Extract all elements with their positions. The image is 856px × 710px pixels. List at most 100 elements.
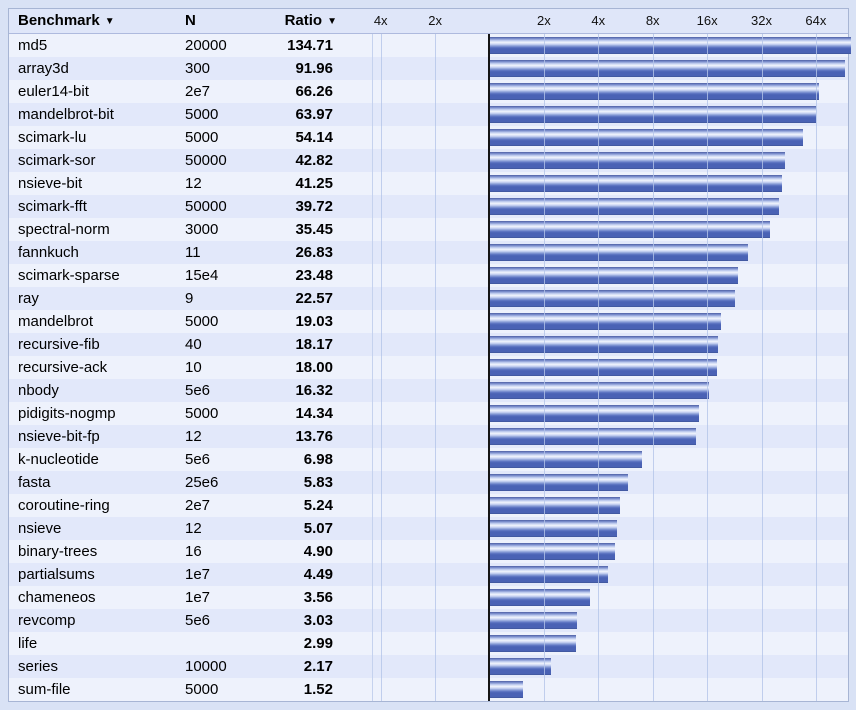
benchmark-name: nsieve-bit-fp (18, 428, 100, 445)
ratio-value: 4.90 (303, 543, 333, 560)
ratio-bar (490, 359, 717, 376)
table-row: nsieve-bit 12 41.25 (9, 172, 848, 195)
table-header: Benchmark ▼ N Ratio ▼ 4x 2x 2x 4x 8x 16x 32x 64x (9, 9, 848, 34)
ratio-value: 16.32 (295, 382, 333, 399)
table-row: scimark-sor 50000 42.82 (9, 149, 848, 172)
table-row: euler14-bit 2e7 66.26 (9, 80, 848, 103)
ratio-value: 134.71 (287, 37, 333, 54)
ratio-value: 26.83 (295, 244, 333, 261)
ratio-value: 63.97 (295, 106, 333, 123)
benchmark-name: spectral-norm (18, 221, 110, 238)
n-value: 5000 (185, 106, 219, 123)
benchmark-table: Benchmark ▼ N Ratio ▼ 4x 2x 2x 4x 8x 16x 32x 64x … (8, 8, 851, 702)
benchmark-name: array3d (18, 60, 69, 77)
benchmark-name: partialsums (18, 566, 95, 583)
benchmark-name: scimark-sor (18, 152, 96, 169)
ratio-bar (490, 175, 782, 192)
n-value: 9 (185, 290, 194, 307)
benchmark-name: life (18, 635, 38, 652)
ratio-value: 54.14 (295, 129, 333, 146)
benchmark-name: scimark-fft (18, 198, 87, 215)
column-header-benchmark[interactable]: Benchmark ▼ (18, 9, 115, 33)
ratio-value: 5.07 (303, 520, 333, 537)
ratio-bar (490, 129, 803, 146)
axis-tick-label: 8x (645, 13, 660, 28)
ratio-bar (490, 612, 577, 629)
ratio-bar (490, 451, 642, 468)
table-row: spectral-norm 3000 35.45 (9, 218, 848, 241)
table-row: binary-trees 16 4.90 (9, 540, 848, 563)
ratio-bar (490, 198, 779, 215)
axis-tick-label: 64x (805, 13, 827, 28)
benchmark-name: ray (18, 290, 39, 307)
ratio-value: 66.26 (295, 83, 333, 100)
n-value: 3000 (185, 221, 219, 238)
ratio-bar (490, 405, 699, 422)
n-value: 2e7 (185, 83, 211, 100)
ratio-value: 22.57 (295, 290, 333, 307)
ratio-bar (490, 313, 721, 330)
benchmark-name: revcomp (18, 612, 76, 629)
axis-tick-label: 4x (373, 13, 388, 28)
ratio-value: 6.98 (303, 451, 333, 468)
ratio-bar (490, 37, 851, 54)
ratio-bar (490, 83, 819, 100)
column-header-ratio[interactable]: Ratio ▼ (249, 9, 337, 33)
table-row: series 10000 2.17 (9, 655, 848, 678)
ratio-value: 2.99 (303, 635, 333, 652)
ratio-value: 3.03 (303, 612, 333, 629)
ratio-bar (490, 474, 628, 491)
benchmark-name: fasta (18, 474, 51, 491)
ratio-bar (490, 635, 576, 652)
gridline-4x (598, 27, 600, 701)
table-row: nsieve 12 5.07 (9, 517, 848, 540)
benchmark-name: fannkuch (18, 244, 79, 261)
benchmark-name: coroutine-ring (18, 497, 110, 514)
table-row: partialsums 1e7 4.49 (9, 563, 848, 586)
n-value: 10 (185, 359, 202, 376)
table-row: pidigits-nogmp 5000 14.34 (9, 402, 848, 425)
table-row: recursive-ack 10 18.00 (9, 356, 848, 379)
n-header-label: N (185, 12, 196, 29)
ratio-bar (490, 336, 718, 353)
table-row: nsieve-bit-fp 12 13.76 (9, 425, 848, 448)
column-header-n[interactable]: N (185, 9, 196, 33)
benchmark-name: md5 (18, 37, 48, 54)
table-row: chameneos 1e7 3.56 (9, 586, 848, 609)
ratio-bar (490, 428, 696, 445)
table-row: scimark-fft 50000 39.72 (9, 195, 848, 218)
table-row: coroutine-ring 2e7 5.24 (9, 494, 848, 517)
table-row: md5 20000 134.71 (9, 34, 851, 57)
table-row: mandelbrot-bit 5000 63.97 (9, 103, 848, 126)
benchmark-name: recursive-fib (18, 336, 100, 353)
ratio-bar (490, 60, 845, 77)
table-row: array3d 300 91.96 (9, 57, 848, 80)
n-value: 5000 (185, 681, 219, 698)
benchmark-name: sum-file (18, 681, 71, 698)
ratio-value: 4.49 (303, 566, 333, 583)
table-row: fannkuch 11 26.83 (9, 241, 848, 264)
table-row: scimark-lu 5000 54.14 (9, 126, 848, 149)
benchmark-name: mandelbrot (18, 313, 94, 330)
ratio-value: 1.52 (303, 681, 333, 698)
sort-desc-icon: ▼ (327, 16, 337, 27)
benchmark-name: nsieve (18, 520, 62, 537)
n-value: 10000 (185, 658, 227, 675)
table-row: ray 9 22.57 (9, 287, 848, 310)
ratio-bar (490, 497, 620, 514)
ratio-value: 5.24 (303, 497, 333, 514)
ratio-bar (490, 382, 709, 399)
gridline-16x (707, 27, 709, 701)
ratio-value: 2.17 (303, 658, 333, 675)
benchmark-name: binary-trees (18, 543, 98, 560)
n-value: 16 (185, 543, 202, 560)
benchmark-name: nsieve-bit (18, 175, 83, 192)
n-value: 11 (185, 244, 201, 261)
ratio-bar (490, 221, 770, 238)
ratio-value: 14.34 (295, 405, 333, 422)
n-value: 1e7 (185, 566, 211, 583)
ratio-value: 42.82 (295, 152, 333, 169)
benchmark-name: series (18, 658, 59, 675)
n-value: 20000 (185, 37, 227, 54)
